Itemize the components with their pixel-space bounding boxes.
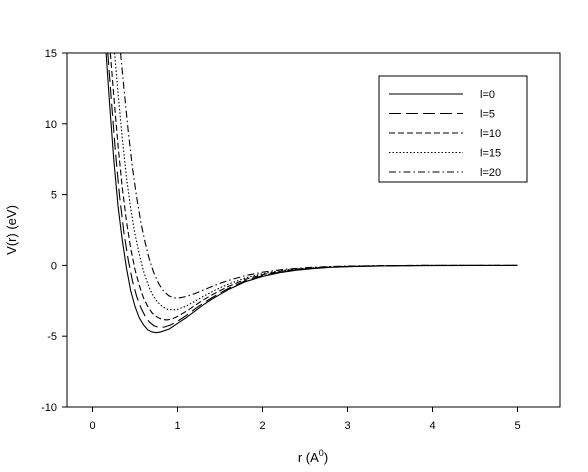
x-axis-label-main: r (A [298,450,319,465]
x-tick-label: 5 [514,420,520,432]
legend-label-l-10: l=10 [480,128,501,140]
legend: l=0 l=5 l=10 l=15 l=20 [378,75,528,183]
y-tick-label: 0 [51,260,57,272]
legend-items: l=0 l=5 l=10 l=15 l=20 [389,89,501,179]
y-tick-label: 10 [45,119,57,131]
x-axis-label: r (A0) [298,448,328,465]
y-axis-label: V(r) (eV) [4,205,19,255]
x-axis-ticks: 0 1 2 3 4 5 [89,407,521,432]
legend-label-l-0: l=0 [480,89,495,101]
series-layer [105,53,518,334]
x-tick-label: 0 [89,420,95,432]
plot-area-frame [66,52,561,408]
y-axis-ticks: -10 -5 0 5 10 15 [41,48,67,414]
y-tick-label: -10 [41,402,57,414]
legend-label-l-20: l=20 [480,167,501,179]
x-tick-label: 4 [429,420,435,432]
x-tick-label: 3 [344,420,350,432]
x-axis-label-suffix: ) [324,450,328,465]
y-tick-label: 5 [51,190,57,202]
y-tick-label: 15 [45,48,57,60]
legend-label-l-15: l=15 [480,148,501,160]
series-line-l-20 [120,53,518,299]
legend-box [378,75,528,183]
x-tick-label: 2 [259,420,265,432]
y-tick-label: -5 [47,331,57,343]
legend-label-l-5: l=5 [480,109,495,121]
series-line-l-15 [114,53,518,311]
x-tick-label: 1 [174,420,180,432]
x-axis-label-superscript: 0 [319,448,324,458]
